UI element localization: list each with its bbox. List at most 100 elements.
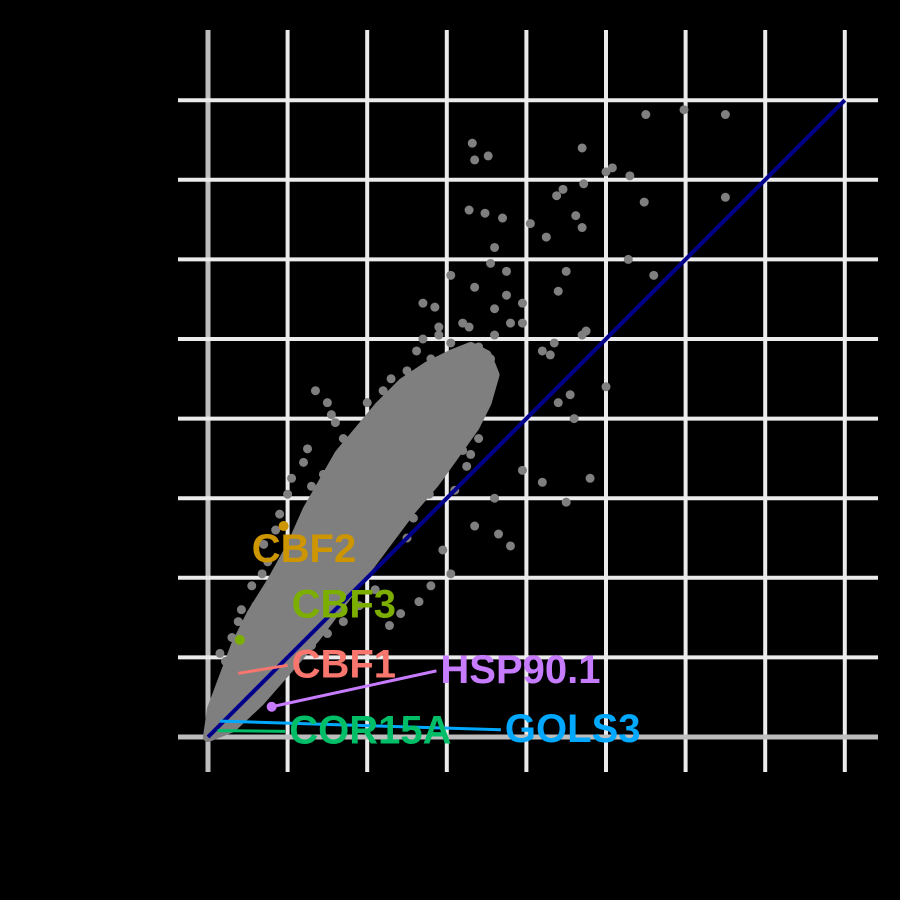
- data-point: [623, 254, 633, 264]
- data-point: [354, 601, 364, 611]
- data-point: [720, 110, 730, 120]
- data-point: [306, 640, 316, 650]
- label-leader-line: [217, 729, 286, 733]
- data-point: [581, 326, 591, 336]
- data-point: [641, 110, 651, 120]
- data-point: [486, 258, 496, 268]
- data-point: [442, 449, 452, 459]
- data-point: [382, 525, 392, 535]
- data-point: [517, 465, 527, 475]
- data-point: [275, 509, 285, 519]
- data-point: [259, 539, 269, 549]
- data-point: [474, 434, 484, 443]
- data-point: [569, 414, 579, 424]
- data-point: [464, 322, 474, 332]
- data-point: [545, 350, 555, 360]
- data-point: [414, 489, 424, 499]
- data-point: [259, 609, 269, 619]
- data-point: [462, 461, 472, 471]
- data-point: [219, 676, 229, 686]
- highlight-point: [278, 521, 289, 532]
- data-point: [490, 304, 500, 314]
- data-point: [470, 155, 480, 165]
- data-point: [414, 597, 424, 607]
- data-point: [283, 489, 293, 499]
- data-point: [314, 557, 324, 567]
- data-point: [466, 406, 476, 416]
- data-point: [502, 290, 511, 300]
- data-point: [561, 497, 571, 507]
- data-point: [490, 242, 500, 252]
- data-point: [458, 445, 468, 455]
- data-point: [720, 192, 730, 202]
- label-leader-line: [271, 669, 437, 709]
- data-point: [553, 398, 563, 408]
- data-point: [362, 398, 372, 408]
- data-point: [549, 338, 559, 348]
- data-point: [346, 513, 356, 523]
- data-point: [213, 692, 223, 702]
- data-point: [525, 219, 535, 229]
- data-point: [239, 644, 249, 654]
- data-point: [233, 617, 243, 627]
- data-point: [553, 286, 563, 296]
- data-point: [257, 569, 267, 579]
- gene-label-cbf2: CBF2: [252, 527, 356, 571]
- data-point: [251, 601, 261, 611]
- data-point: [470, 521, 480, 531]
- data-point: [446, 366, 456, 376]
- data-point: [464, 205, 474, 215]
- data-point: [402, 366, 412, 376]
- data-point: [398, 505, 408, 515]
- data-point: [446, 338, 456, 348]
- data-point: [414, 418, 424, 428]
- data-point: [227, 660, 237, 670]
- data-point: [283, 605, 293, 615]
- data-point: [370, 414, 380, 424]
- data-point: [541, 232, 551, 242]
- data-point: [494, 529, 504, 539]
- data-point: [470, 282, 480, 292]
- data-point: [291, 545, 301, 555]
- gene-labels: CBF2 CBF3 CBF1 HSP90.1 COR15A GOLS3: [252, 527, 641, 752]
- data-point: [275, 577, 285, 587]
- data-point: [442, 410, 452, 420]
- data-point: [446, 270, 456, 280]
- data-point: [446, 569, 456, 579]
- data-point: [366, 434, 376, 443]
- data-point: [577, 143, 587, 153]
- data-point: [418, 298, 428, 308]
- data-point: [306, 481, 316, 491]
- data-point: [505, 541, 515, 551]
- data-point: [639, 197, 649, 207]
- data-point: [490, 330, 500, 340]
- identity-line: [206, 98, 847, 739]
- data-point: [585, 473, 595, 483]
- data-point: [467, 138, 477, 148]
- data-point: [322, 398, 332, 408]
- data-point: [330, 537, 340, 547]
- data-point: [426, 581, 436, 591]
- data-point: [434, 322, 444, 332]
- gene-label-hsp901: HSP90.1: [440, 648, 600, 692]
- data-point: [223, 684, 233, 694]
- data-point: [434, 330, 444, 340]
- data-point: [418, 334, 428, 344]
- data-point: [215, 648, 225, 658]
- data-point: [410, 469, 420, 479]
- identity-line-layer: [206, 98, 847, 739]
- data-point: [394, 457, 404, 467]
- data-point: [430, 302, 440, 312]
- label-leaders: [217, 663, 501, 733]
- data-point: [378, 473, 388, 483]
- data-point: [287, 473, 297, 483]
- data-point: [486, 354, 496, 364]
- data-point: [601, 382, 611, 392]
- data-point: [378, 386, 388, 396]
- data-point: [482, 398, 492, 408]
- data-point: [287, 629, 297, 639]
- data-point: [565, 390, 575, 400]
- data-point: [390, 445, 400, 455]
